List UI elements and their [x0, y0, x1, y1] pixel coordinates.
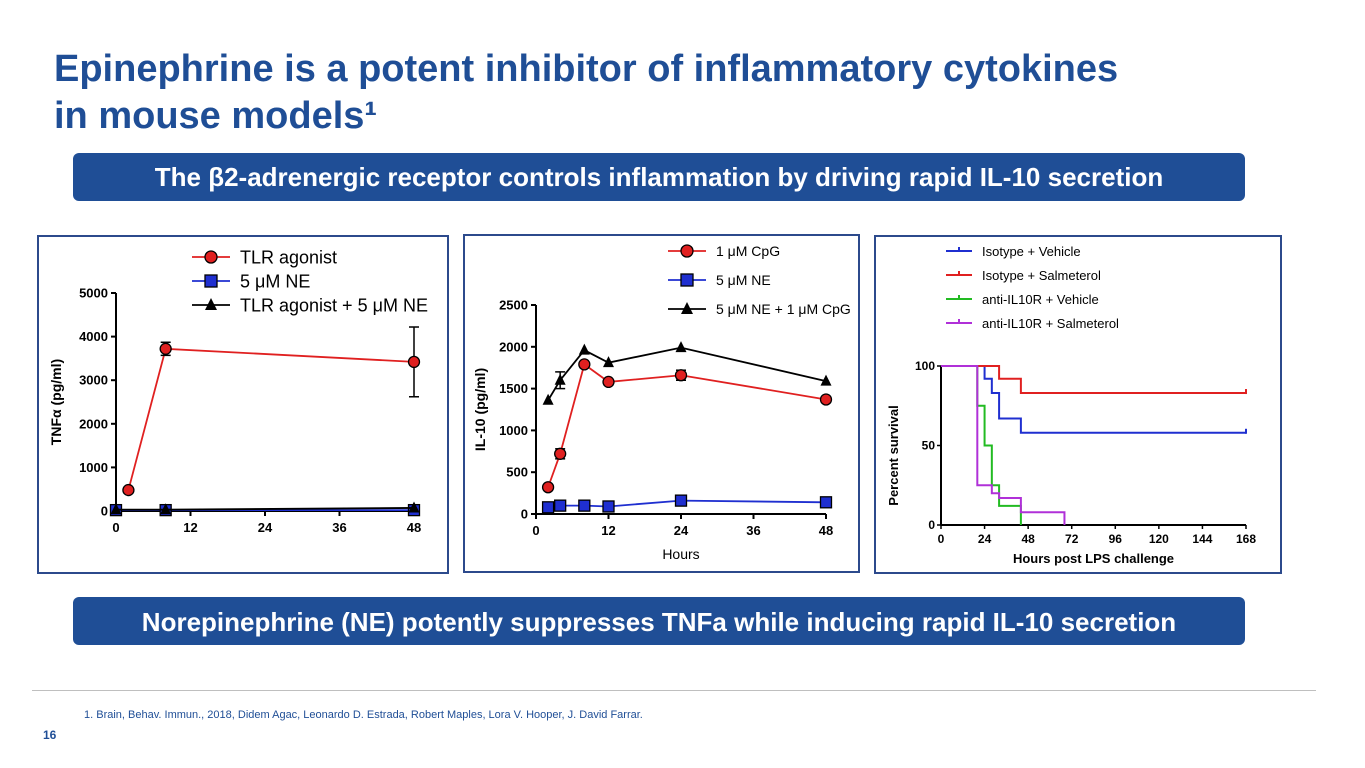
- legend-entry-3: anti-IL10R + Salmeterol: [982, 316, 1119, 331]
- data-point-2-2: [408, 501, 420, 513]
- title-line-1: Epinephrine is a potent inhibitor of inf…: [54, 48, 1119, 90]
- x-axis-title: Hours: [662, 546, 699, 562]
- x-tick-label: 144: [1192, 532, 1212, 546]
- data-point-2-4: [675, 341, 687, 353]
- legend-entry-2: 5 μM NE + 1 μM CpG: [716, 301, 851, 317]
- y-tick-label: 2500: [499, 298, 528, 313]
- y-tick-label: 2000: [79, 416, 108, 431]
- data-point-1-1: [554, 499, 567, 512]
- title-line-2: in mouse models¹: [54, 95, 378, 137]
- survival-chart-panel: 0 24 48 72 96 120 144 168 0 50 100 Percent survival…: [874, 235, 1282, 574]
- data-point-2-1: [160, 503, 172, 515]
- bottom-banner: Norepinephrine (NE) potently suppresses …: [73, 597, 1245, 645]
- data-point-0-3: [602, 375, 615, 389]
- legend-marker: [204, 250, 218, 264]
- data-point-0-1: [554, 447, 567, 460]
- data-point-0-2: [407, 355, 421, 369]
- x-tick-label: 12: [601, 523, 615, 538]
- data-point-2-2: [578, 343, 590, 355]
- series-line-0: [547, 362, 827, 488]
- y-tick-label: 100: [915, 359, 935, 373]
- y-tick-label: 0: [521, 507, 528, 522]
- y-tick-label: 1000: [79, 460, 108, 475]
- y-tick-label: 0: [101, 504, 108, 519]
- data-point-0-5: [819, 393, 833, 406]
- legend-entry-2: anti-IL10R + Vehicle: [982, 292, 1099, 307]
- y-tick-label: 0: [928, 518, 935, 532]
- x-tick-label: 0: [938, 532, 945, 546]
- y-tick-label: 1000: [499, 423, 528, 438]
- x-tick-label: 24: [978, 532, 992, 546]
- y-tick-label: 50: [922, 439, 936, 453]
- data-point-1-3: [602, 500, 615, 513]
- data-point-2-5: [820, 374, 832, 386]
- data-point-2-0: [110, 503, 122, 515]
- data-point-0-1: [159, 342, 172, 355]
- x-tick-label: 36: [332, 520, 346, 535]
- y-tick-label: 500: [506, 465, 528, 480]
- data-point-1-0: [541, 501, 555, 514]
- legend-marker: [680, 273, 694, 287]
- data-point-2-0: [542, 393, 554, 405]
- x-tick-label: 48: [1021, 532, 1035, 546]
- y-tick-label: 3000: [79, 373, 108, 388]
- data-point-0-0: [541, 481, 555, 494]
- y-tick-label: 2000: [499, 339, 528, 354]
- x-tick-label: 48: [819, 523, 833, 538]
- survival-curve-0: [941, 365, 1246, 434]
- x-tick-label: 168: [1236, 532, 1256, 546]
- y-tick-label: 1500: [499, 381, 528, 396]
- legend-marker: [205, 298, 217, 310]
- survival-curve-1: [941, 365, 1246, 395]
- legend-entry-0: TLR agonist: [240, 247, 337, 267]
- data-point-0-0: [122, 483, 135, 497]
- data-point-0-4: [674, 369, 688, 382]
- survival-curve-2: [941, 365, 1022, 525]
- y-tick-label: 5000: [79, 286, 108, 301]
- x-tick-label: 96: [1109, 532, 1123, 546]
- y-tick-label: 4000: [79, 329, 108, 344]
- data-point-0-2: [578, 358, 591, 371]
- tnf-chart: 0 12 24 36 48 0 1000 2000 3000 4000 5000 TNFα (pg/m…: [48, 247, 428, 535]
- x-tick-label: 24: [258, 520, 273, 535]
- data-point-2-1: [554, 373, 566, 385]
- legend-marker: [204, 274, 218, 288]
- legend-entry-0: 1 μM CpG: [716, 243, 780, 259]
- x-tick-label: 0: [112, 520, 119, 535]
- x-tick-label: 12: [183, 520, 197, 535]
- data-point-2-3: [603, 356, 614, 368]
- data-point-1-2: [578, 499, 591, 512]
- y-axis-title: TNFα (pg/ml): [48, 359, 64, 445]
- x-axis-title: Hours post LPS challenge: [1013, 551, 1174, 566]
- tnf-chart-panel: 0 12 24 36 48 0 1000 2000 3000 4000 5000 TNFα (pg/m…: [37, 235, 449, 574]
- x-tick-label: 48: [407, 520, 421, 535]
- footer-divider: [32, 690, 1316, 691]
- y-axis-title: Percent survival: [886, 405, 901, 505]
- y-axis-title: IL-10 (pg/ml): [472, 368, 488, 451]
- x-tick-label: 72: [1065, 532, 1079, 546]
- x-tick-label: 24: [674, 523, 689, 538]
- survival-curve-3: [941, 365, 1066, 525]
- data-point-1-5: [819, 496, 833, 509]
- il10-chart: 0 12 24 36 48 0 500 1000 1500 2000 2500 IL-10 (pg/m…: [472, 243, 851, 562]
- legend-marker: [681, 302, 693, 314]
- series-line-0: [127, 347, 415, 491]
- legend-entry-2: TLR agonist + 5 μM NE: [240, 295, 428, 315]
- legend-entry-1: 5 μM NE: [240, 271, 310, 291]
- footnote: 1. Brain, Behav. Immun., 2018, Didem Aga…: [84, 709, 643, 721]
- legend-marker: [680, 244, 694, 258]
- legend-entry-1: Isotype + Salmeterol: [982, 268, 1101, 283]
- x-tick-label: 36: [746, 523, 760, 538]
- top-banner: The β2-adrenergic receptor controls infl…: [73, 153, 1245, 201]
- legend-entry-1: 5 μM NE: [716, 272, 771, 288]
- data-point-1-4: [674, 494, 688, 507]
- legend-entry-0: Isotype + Vehicle: [982, 244, 1081, 259]
- x-tick-label: 120: [1149, 532, 1169, 546]
- slide-title: Epinephrine is a potent inhibitor of inf…: [54, 46, 1254, 140]
- il10-chart-panel: 0 12 24 36 48 0 500 1000 1500 2000 2500 IL-10 (pg/m…: [463, 234, 860, 573]
- x-tick-label: 0: [532, 523, 539, 538]
- survival-chart: 0 24 48 72 96 120 144 168 0 50 100 Percent survival…: [886, 244, 1256, 566]
- page-number: 16: [43, 728, 57, 742]
